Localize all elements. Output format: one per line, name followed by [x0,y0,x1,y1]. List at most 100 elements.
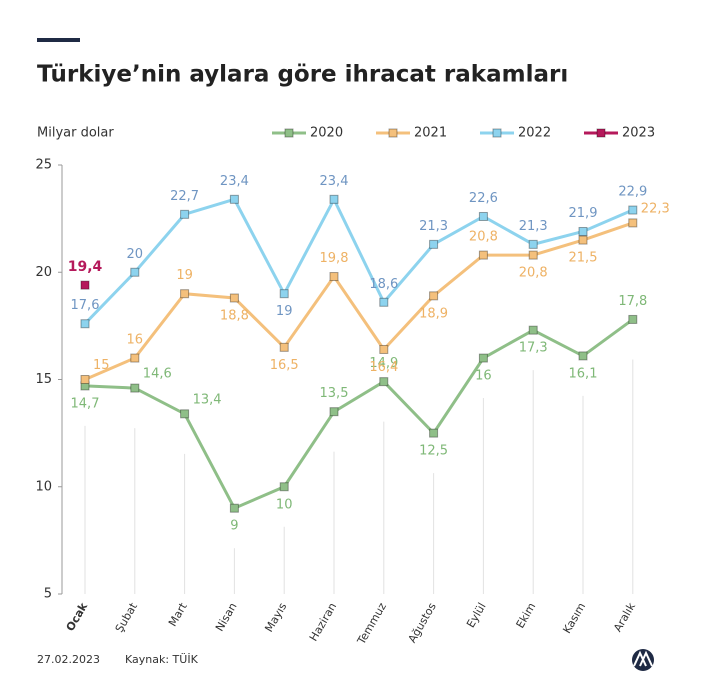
point [379,377,389,387]
x-tick-label: Mayıs [262,600,289,634]
data-label: 12,5 [419,444,448,459]
point [279,482,289,492]
data-label: 22,7 [170,189,199,204]
point [578,351,588,361]
legend-label: 2023 [622,126,655,141]
series-line [84,221,634,381]
data-label: 14,7 [71,396,100,411]
point [80,280,90,290]
y-axis-label: Milyar dolar [37,126,114,141]
legend-marker [284,128,294,138]
point [478,353,488,363]
data-label: 14,6 [143,367,172,382]
data-label: 16 [127,333,144,348]
legend-marker [388,128,398,138]
data-label: 15 [93,358,110,373]
x-tick-label: Mart [166,600,190,629]
data-label: 23,4 [320,174,349,189]
point [628,205,638,215]
point [478,211,488,221]
point [180,209,190,219]
legend-marker [596,128,606,138]
legend-label: 2022 [518,126,551,141]
data-label: 20,8 [469,230,498,245]
data-label: 18,6 [369,277,398,292]
data-label: 18,9 [419,306,448,321]
data-label: 16 [475,369,492,384]
point [279,289,289,299]
data-label: 13,4 [193,392,222,407]
x-tick-label: Şubat [113,600,141,635]
point [429,428,439,438]
date: 27.02.2023 [37,653,100,666]
data-label: 20,8 [519,266,548,281]
x-tick-label: Ekim [514,601,539,631]
x-tick-label: Aralık [611,600,638,634]
data-label: 22,9 [618,185,647,200]
x-tick-label: Ağustos [406,600,439,645]
series-line [84,318,634,511]
title-bar [37,38,80,42]
data-label: 13,5 [320,386,349,401]
point [279,342,289,352]
point [379,344,389,354]
x-tick-label: Eylül [464,601,489,630]
logo [632,649,654,671]
point [528,325,538,335]
point [628,314,638,324]
point [379,297,389,307]
data-label: 10 [276,497,293,512]
data-label: 22,3 [641,201,670,216]
point [130,267,140,277]
data-label: 22,6 [469,191,498,206]
point [478,250,488,260]
y-tick-label: 15 [35,372,52,387]
data-label: 16,4 [369,360,398,375]
point [80,319,90,329]
point [80,375,90,384]
point [628,218,638,228]
data-label: 21,3 [519,219,548,234]
point [528,250,538,260]
data-label: 17,6 [71,298,100,313]
source: Kaynak: TÜİK [125,653,199,666]
point [329,272,339,282]
point [229,194,239,204]
point [329,407,339,417]
point [180,289,190,299]
data-label: 19,8 [320,251,349,266]
x-tick-label: Kasım [560,601,588,636]
legend-label: 2021 [414,126,447,141]
y-tick-label: 20 [35,265,52,280]
x-tick-label: Temmuz [354,600,389,647]
point [130,353,140,363]
x-tick-label: Ocak [64,600,91,634]
data-label: 17,3 [519,341,548,356]
point [429,291,439,301]
point [528,239,538,249]
data-label: 16,5 [270,358,299,373]
y-tick-label: 10 [35,479,52,494]
data-label: 9 [230,519,238,534]
y-tick-label: 5 [44,587,52,602]
point [329,194,339,204]
data-label: 19 [276,304,293,319]
legend-label: 2020 [310,126,343,141]
point [429,239,439,249]
series-line [83,195,634,325]
data-label: 17,8 [618,294,647,309]
point [578,226,588,236]
legend-marker [492,128,502,138]
data-label: 23,4 [220,174,249,189]
data-label: 21,5 [569,251,598,266]
x-tick-label: Nisan [213,600,240,633]
data-label: 16,1 [569,366,598,381]
data-label: 20 [127,247,144,262]
data-label: 21,9 [569,206,598,221]
point [130,383,140,393]
data-label: 19 [176,268,193,283]
chart-title: Türkiye’nin aylara göre ihracat rakamlar… [37,62,568,88]
x-tick-label: Haziran [307,600,339,643]
point [180,409,190,419]
